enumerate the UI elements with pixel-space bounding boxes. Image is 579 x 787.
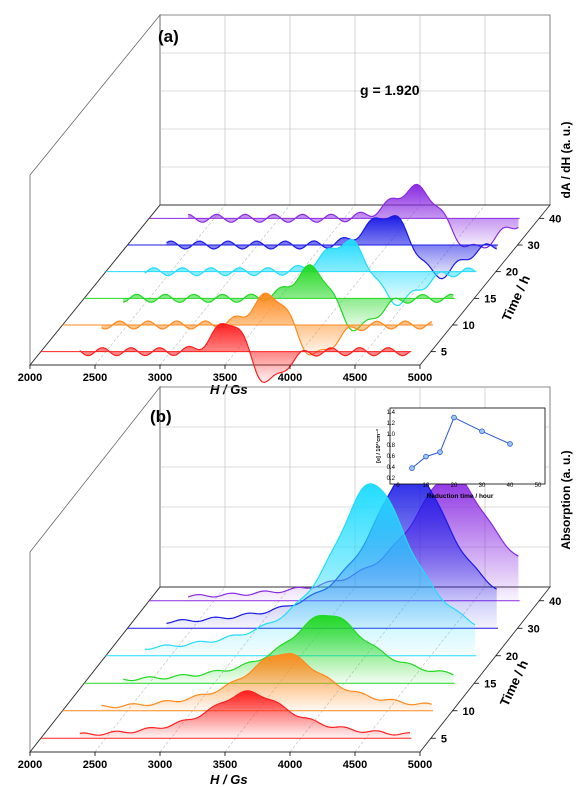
- z-tick-label: 10: [463, 706, 475, 718]
- inset-point: [437, 449, 443, 455]
- inset-point: [423, 453, 429, 460]
- z-tick-label: 10: [463, 320, 475, 332]
- series-area-10h: [101, 653, 432, 711]
- z-tick-label: 30: [528, 240, 540, 252]
- x-tick-label: 3500: [213, 759, 237, 771]
- panel-a-series: [40, 183, 520, 384]
- z-tick-label: 40: [549, 596, 561, 608]
- panel-a-x-axis-label: H / Gs: [210, 382, 248, 397]
- floor-grid-line: [94, 204, 226, 366]
- panel-a-z-axis-label: Time / h: [499, 273, 533, 324]
- inset-series: [409, 414, 513, 471]
- panel-a-annotation: g = 1.920: [360, 82, 420, 98]
- inset-point: [507, 441, 513, 447]
- z-tick-label: 15: [484, 293, 496, 305]
- inset-x-tick-label: 10: [423, 483, 430, 489]
- panel-b-y-axis-label: Absorption (a. u.): [559, 450, 573, 549]
- series-line-10h: [101, 292, 433, 356]
- x-tick-label: 5000: [408, 372, 432, 384]
- inset-x-tick-label: 50: [535, 483, 542, 489]
- panel-b-x-axis-label: H / Gs: [210, 772, 248, 787]
- z-tick-label: 20: [506, 651, 518, 663]
- panel-b-z-axis-label: Time / h: [497, 658, 531, 709]
- z-tick-label: 20: [506, 267, 518, 279]
- z-tick-label: 15: [484, 678, 496, 690]
- inset-point: [479, 428, 485, 435]
- panel-b-z-ticks: 5 10 15 20 30 40: [430, 596, 561, 745]
- series-line-10h: [101, 652, 432, 709]
- series-area-20h: [144, 483, 476, 656]
- x-tick-label: 2000: [18, 372, 42, 384]
- inset-y-tick-label: 0.4: [387, 465, 396, 471]
- inset-line: [411, 416, 511, 469]
- z-tick-label: 5: [441, 733, 447, 745]
- series-area-5h: [79, 323, 411, 383]
- side-wall: [29, 13, 161, 367]
- x-tick-label: 4000: [278, 372, 302, 384]
- series-line-5h: [79, 322, 411, 384]
- panel-a: 2000 2500 3000 3500 4000 4500 5000 5 10 15 20 30 40…: [18, 13, 573, 397]
- x-tick-label: 4000: [278, 759, 302, 771]
- inset-point: [409, 465, 415, 471]
- z-tick-label: 5: [441, 347, 447, 359]
- inset-ticks: 0 10 20 30 40 50 0.2 0.4 0.6 0.8 1.0 1.2 1.4: [387, 410, 542, 489]
- floor-grid-line: [224, 204, 356, 366]
- series-line-20h: [144, 483, 476, 650]
- inset-y-tick-label: 0.8: [387, 443, 396, 449]
- x-tick-label: 5000: [408, 759, 432, 771]
- x-tick-label: 2000: [18, 759, 42, 771]
- floor-grid-line: [159, 204, 291, 366]
- x-tick-label: 3500: [213, 372, 237, 384]
- panel-a-x-ticks: 2000 2500 3000 3500 4000 4500 5000: [18, 365, 432, 384]
- panel-b: 2000 2500 3000 3500 4000 4500 5000 5 10 15 20 30 40…: [18, 385, 573, 787]
- inset-y-tick-label: 1.4: [387, 410, 396, 416]
- panel-b-series: [40, 465, 520, 739]
- inset-y-tick-label: 1.0: [387, 432, 396, 438]
- panel-a-z-ticks: 5 10 15 20 30 40: [430, 213, 561, 359]
- x-tick-label: 4500: [343, 759, 367, 771]
- inset-x-tick-label: 30: [479, 483, 486, 489]
- x-tick-label: 2500: [83, 372, 107, 384]
- series-area-5h: [79, 690, 411, 739]
- panel-b-x-ticks: 2000 2500 3000 3500 4000 4500 5000: [18, 752, 432, 771]
- inset-y-tick-label: 0.6: [387, 454, 396, 460]
- x-tick-label: 3000: [148, 759, 172, 771]
- panel-a-y-axis-label: dA / dH (a. u.): [559, 122, 573, 199]
- panel-b-label: (b): [150, 407, 172, 426]
- inset-chart: 0 10 20 30 40 50 0.2 0.4 0.6 0.8 1.0 1.2 1.4 Reducti…: [375, 407, 546, 500]
- series-line-5h: [79, 690, 410, 736]
- inset-x-tick-label: 0: [396, 483, 400, 489]
- inset-x-tick-label: 20: [451, 483, 458, 489]
- inset-frame: [389, 407, 546, 485]
- side-wall: [29, 385, 161, 754]
- series-area-20h: [144, 239, 476, 306]
- z-tick-label: 30: [528, 623, 540, 635]
- series-area-30h: [166, 215, 497, 279]
- panel-a-label: (a): [158, 27, 179, 46]
- series-line-15h: [123, 614, 454, 682]
- inset-x-axis-label: Reduction time / hour: [427, 493, 494, 500]
- z-tick-label: 40: [549, 213, 561, 225]
- x-tick-label: 4500: [343, 372, 367, 384]
- inset-y-tick-label: 0.2: [387, 476, 396, 482]
- series-area-10h: [101, 293, 432, 355]
- x-tick-label: 2500: [83, 759, 107, 771]
- floor-grid-line: [94, 586, 226, 753]
- inset-y-tick-label: 1.2: [387, 421, 396, 427]
- series-area-15h: [123, 264, 454, 331]
- series-area-40h: [188, 184, 519, 248]
- inset-x-tick-label: 40: [507, 483, 514, 489]
- x-tick-label: 3000: [148, 372, 172, 384]
- inset-y-axis-label: [e] / 10²¹cm⁻³: [375, 429, 382, 463]
- inset-point: [451, 414, 457, 421]
- panel-a-frame: [29, 13, 551, 367]
- series-area-15h: [123, 615, 454, 684]
